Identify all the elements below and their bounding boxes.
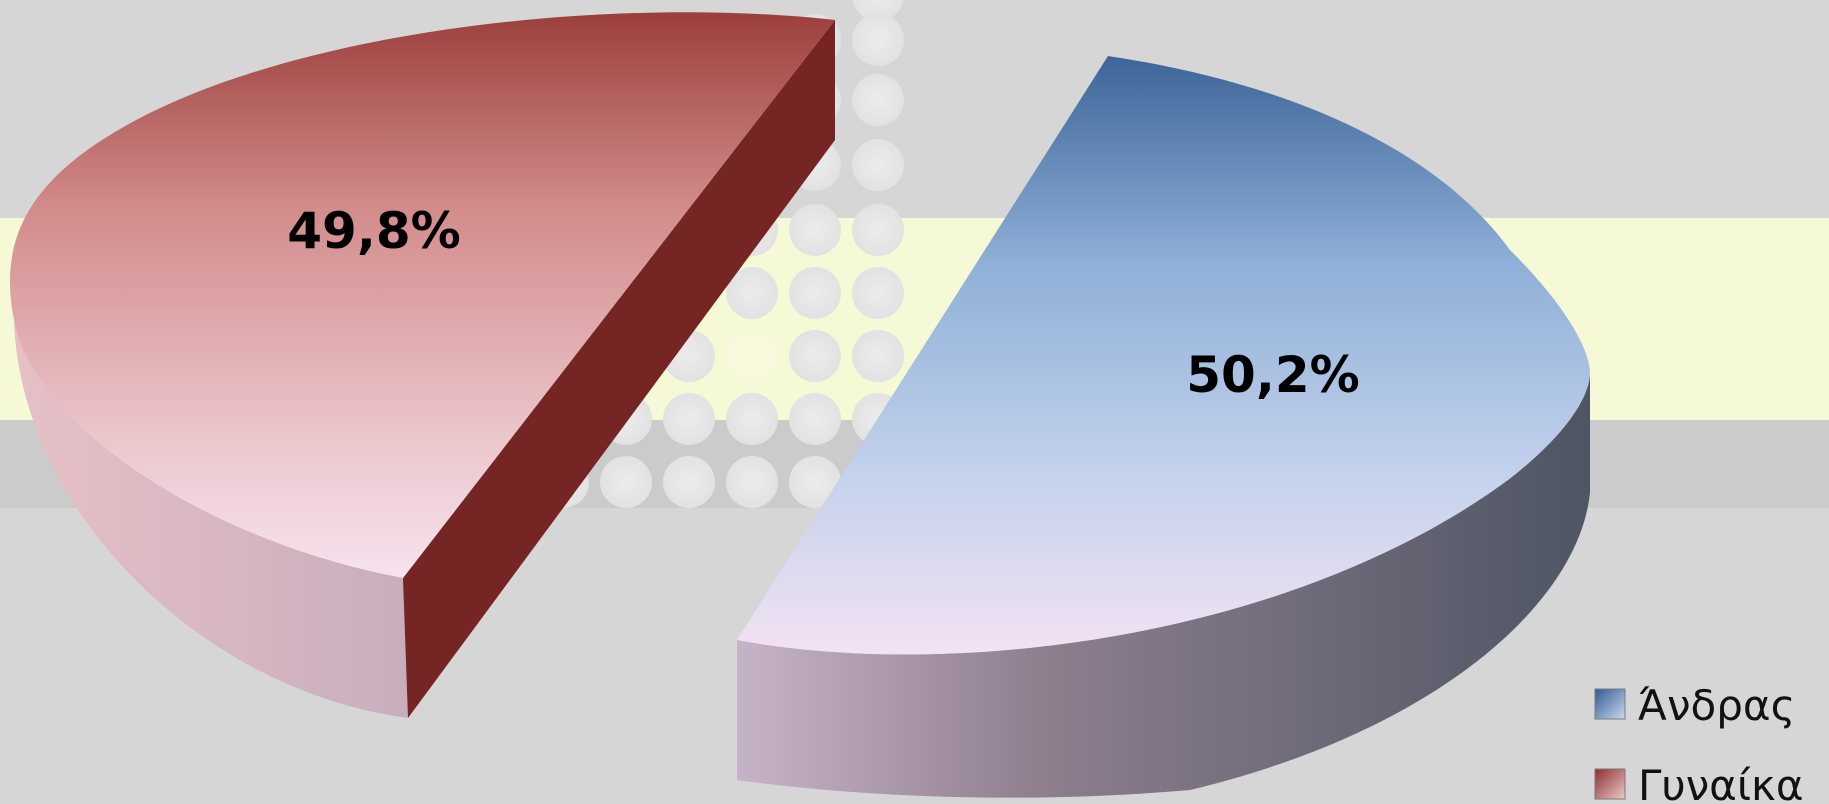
background-dot	[726, 330, 778, 382]
pie-slice-male-side	[737, 372, 1590, 798]
data-label-female: 49,8%	[287, 202, 460, 260]
background-dot	[852, 267, 904, 319]
legend-item-female: Γυναίκα	[1594, 761, 1804, 804]
background-dot	[789, 204, 841, 256]
background-dot	[726, 267, 778, 319]
background-dot	[726, 393, 778, 445]
pie-slice-male-top	[737, 56, 1590, 655]
pie-slice-female-top	[9, 12, 835, 579]
legend: Άνδρας Γυναίκα	[1594, 681, 1804, 804]
pie-slice-female	[9, 12, 835, 718]
legend-swatch-female	[1594, 768, 1626, 800]
background-dot	[852, 139, 904, 191]
background-dot	[852, 204, 904, 256]
background-dot	[852, 330, 904, 382]
legend-label-female: Γυναίκα	[1638, 761, 1804, 804]
background-dot	[852, 0, 904, 21]
legend-swatch-male	[1594, 688, 1626, 720]
background-dot	[789, 456, 841, 508]
background-dot	[852, 14, 904, 66]
background-dot	[789, 267, 841, 319]
background-dot	[600, 456, 652, 508]
background-dot	[789, 393, 841, 445]
background-dot	[726, 456, 778, 508]
legend-label-male: Άνδρας	[1638, 681, 1795, 730]
background-dot	[852, 74, 904, 126]
pie-slice-female-side	[14, 320, 408, 718]
legend-item-male: Άνδρας	[1594, 681, 1795, 730]
pie-slice-female-cut-face	[403, 20, 835, 718]
background-dot	[663, 456, 715, 508]
pie-slice-male	[737, 56, 1590, 798]
data-label-male: 50,2%	[1186, 346, 1359, 404]
background-dot	[663, 393, 715, 445]
background-dot	[789, 330, 841, 382]
